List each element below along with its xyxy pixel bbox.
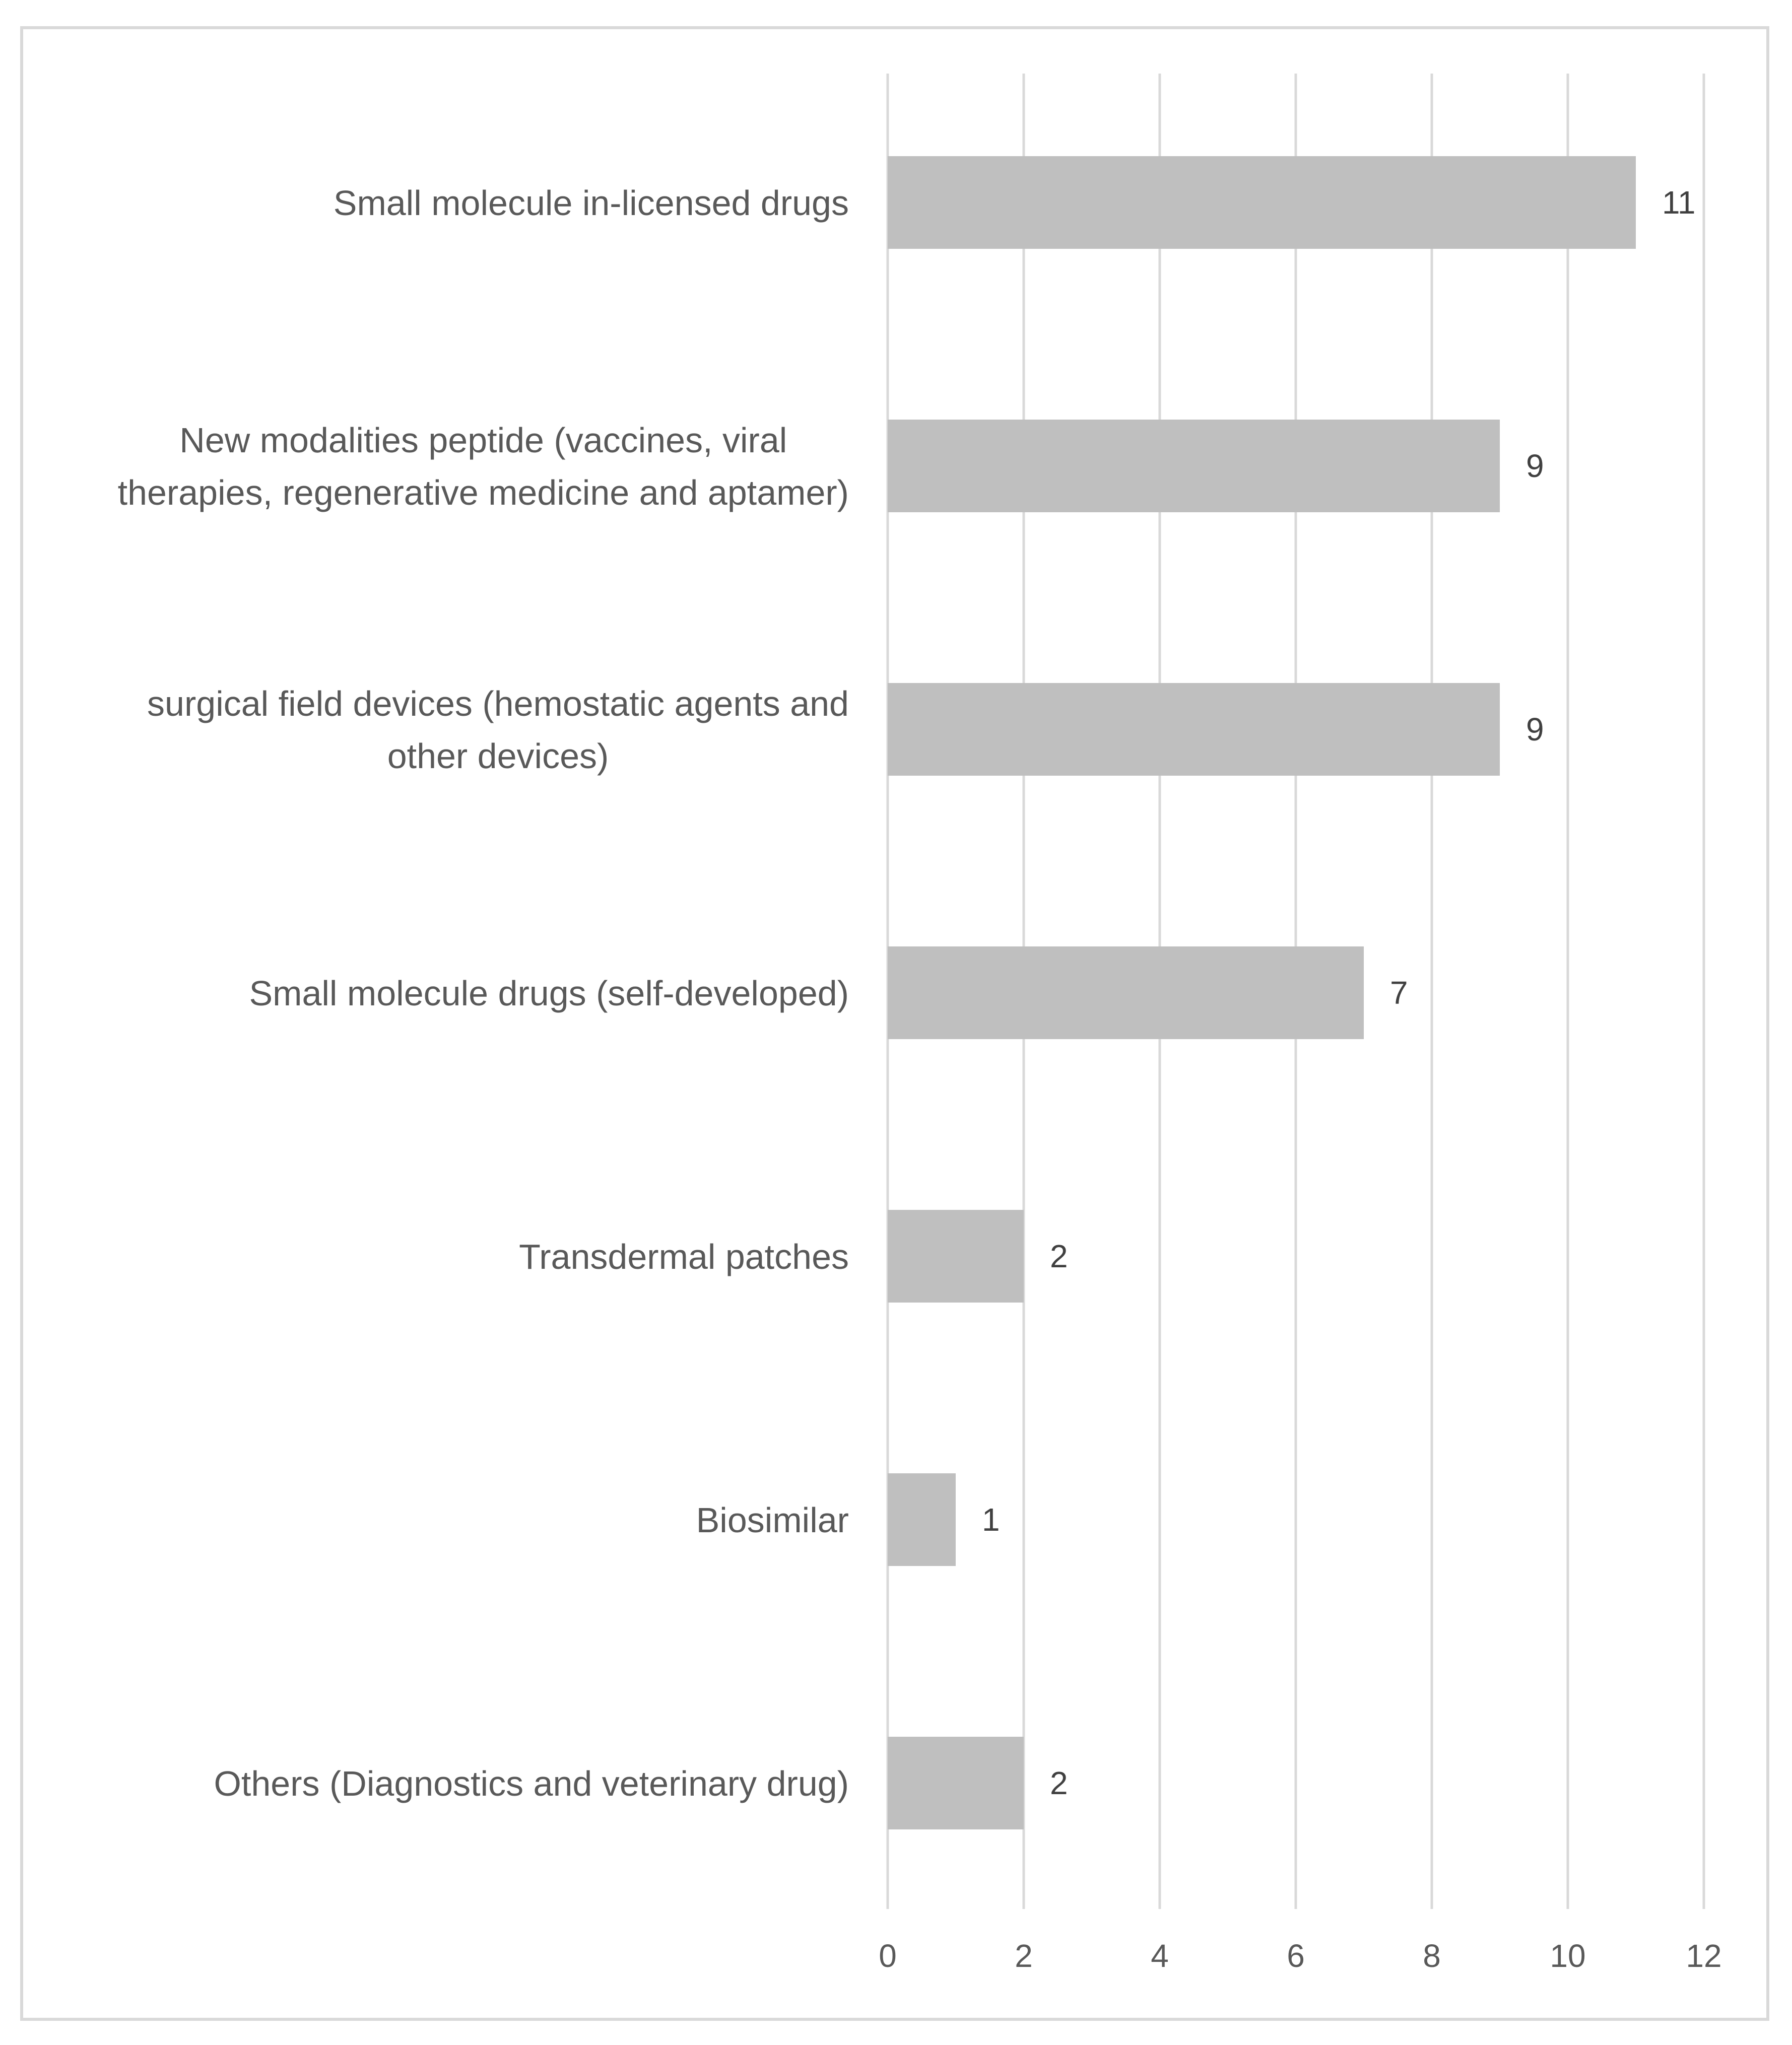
bar-5	[888, 1210, 1024, 1303]
bars	[888, 156, 1636, 1829]
bar-2	[888, 420, 1500, 512]
data-label-1: 11	[1662, 184, 1695, 221]
data-label-4: 7	[1390, 975, 1408, 1011]
data-label-7: 2	[1050, 1765, 1068, 1801]
data-label-5: 2	[1050, 1238, 1068, 1274]
x-tick-label-8: 8	[1423, 1938, 1441, 1974]
data-label-3: 9	[1526, 711, 1544, 747]
x-tick-label-4: 4	[1151, 1938, 1169, 1974]
x-tick-label-6: 6	[1287, 1938, 1305, 1974]
x-tick-label-12: 12	[1686, 1938, 1721, 1974]
data-label-2: 9	[1526, 448, 1544, 484]
bar-6	[888, 1473, 956, 1566]
category-label-3: surgical field devices (hemostatic agent…	[147, 684, 849, 776]
x-tick-label-2: 2	[1015, 1938, 1033, 1974]
data-label-6: 1	[982, 1502, 1000, 1538]
bar-7	[888, 1737, 1024, 1829]
x-axis-ticks: 0 2 4 6 8 10 12	[879, 1938, 1721, 1974]
labels: 11 Small molecule in-licensed drugs 9 New m…	[118, 183, 1696, 1803]
x-tick-label-0: 0	[879, 1938, 897, 1974]
category-label-1: Small molecule in-licensed drugs	[334, 183, 849, 223]
category-label-2: New modalities peptide (vaccines, viral t…	[118, 421, 849, 512]
x-tick-label-10: 10	[1550, 1938, 1585, 1974]
bar-3	[888, 683, 1500, 776]
bar-4	[888, 946, 1364, 1039]
category-label-7: Others (Diagnostics and veterinary drug)	[214, 1764, 849, 1803]
category-label-6: Biosimilar	[696, 1501, 849, 1540]
bar-1	[888, 156, 1636, 249]
gridlines	[886, 74, 1705, 1909]
category-label-4: Small molecule drugs (self-developed)	[249, 974, 849, 1013]
category-label-5: Transdermal patches	[519, 1237, 849, 1276]
